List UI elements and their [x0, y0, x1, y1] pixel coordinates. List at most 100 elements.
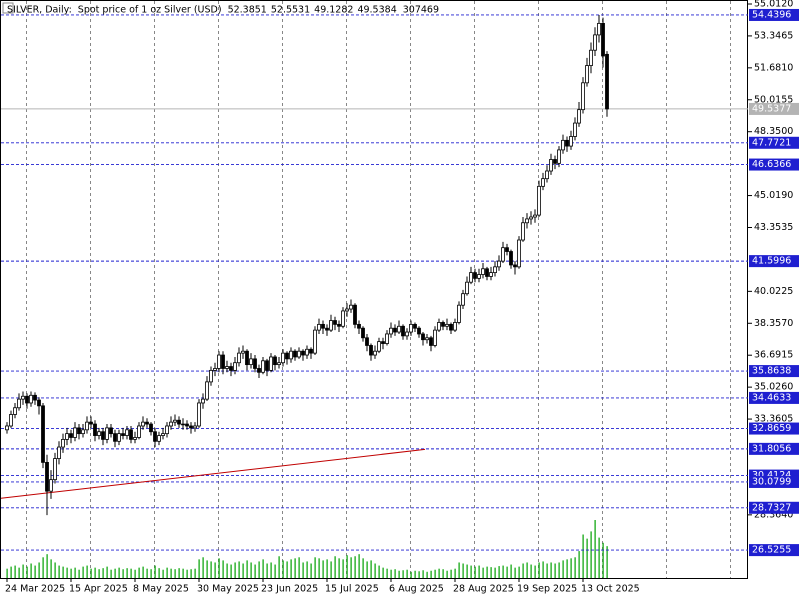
candle-body	[285, 352, 289, 360]
candle-body	[49, 479, 53, 492]
candle-body	[213, 368, 217, 371]
candle-body	[117, 433, 121, 442]
candle-body	[289, 350, 293, 360]
candle-body	[137, 425, 141, 438]
candle-body	[493, 266, 497, 274]
candle-body	[405, 331, 409, 337]
candle-body	[93, 423, 97, 436]
volume-bar	[234, 562, 236, 578]
volume-bar	[538, 562, 540, 578]
candle-body	[17, 398, 21, 409]
volume-bar	[34, 565, 36, 578]
candle-body	[529, 216, 533, 220]
volume-bar	[126, 568, 128, 578]
candle-body	[549, 159, 553, 172]
candle-body	[353, 304, 357, 325]
candle-body	[245, 350, 249, 366]
plot-frame	[0, 0, 748, 579]
volume-bar	[182, 568, 184, 578]
y-tick-label: 50.0155	[754, 94, 793, 105]
volume-bar	[306, 561, 308, 578]
volume-bar	[58, 565, 60, 578]
candle-body	[261, 360, 265, 373]
candle-body	[381, 341, 385, 344]
volume-bar	[398, 570, 400, 578]
candle-body	[293, 350, 297, 358]
volume-bar	[402, 570, 404, 578]
candle-body	[177, 419, 181, 425]
volume-bar	[482, 567, 484, 578]
volume-bar	[390, 569, 392, 578]
volume-bar	[350, 557, 352, 578]
y-tick-label: 45.0190	[754, 190, 793, 201]
volume-bar	[494, 567, 496, 578]
candle-body	[325, 327, 329, 331]
volume-bar	[146, 568, 148, 578]
candle-body	[589, 49, 593, 66]
x-tick-label: 15 Apr 2025	[69, 584, 128, 595]
candle-body	[209, 369, 213, 383]
candle-body	[401, 325, 405, 337]
level-label: 47.7721	[752, 137, 791, 148]
y-tick-label: 48.3500	[754, 126, 793, 137]
volume-bar	[362, 558, 364, 578]
candle-body	[409, 323, 413, 333]
bid-label: 49.5377	[752, 103, 791, 114]
candle-body	[441, 322, 445, 327]
candle-body	[521, 222, 525, 241]
volume-bar	[130, 568, 132, 578]
candle-body	[65, 433, 69, 440]
candle-body	[225, 366, 229, 369]
candle-body	[509, 251, 513, 266]
volume-bar	[430, 570, 432, 578]
candle-body	[153, 431, 157, 442]
volume-bar	[454, 568, 456, 578]
candle-body	[97, 431, 101, 436]
candle-body	[433, 329, 437, 346]
candle-body	[413, 323, 417, 329]
volume-bar	[142, 566, 144, 578]
candle-body	[13, 407, 17, 415]
candle-body	[473, 272, 477, 279]
x-tick-label: 28 Aug 2025	[453, 584, 514, 595]
volume-bar	[134, 569, 136, 578]
volume-bar	[418, 571, 420, 578]
volume-bar	[98, 569, 100, 578]
volume-bar	[510, 564, 512, 578]
volume-bar	[162, 569, 164, 578]
candle-body	[53, 458, 57, 481]
candle-body	[197, 402, 201, 427]
volume-bar	[150, 569, 152, 578]
candle-body	[605, 53, 609, 110]
candle-body	[33, 394, 37, 401]
candle-body	[357, 323, 361, 329]
volume-bar	[602, 542, 604, 578]
volume-bar	[266, 563, 268, 578]
volume-bar	[54, 562, 56, 578]
candle-body	[185, 423, 189, 427]
y-tick-label: 38.3570	[754, 318, 793, 329]
volume-bar	[18, 567, 20, 578]
volume-bar	[446, 570, 448, 578]
candle-body	[273, 356, 277, 366]
x-tick-label: 23 Jun 2025	[261, 584, 318, 595]
candle-body	[221, 354, 225, 369]
candle-body	[369, 345, 373, 356]
volume-bar	[358, 554, 360, 578]
candle-body	[333, 320, 337, 325]
volume-bar	[314, 557, 316, 578]
volume-bar	[238, 561, 240, 578]
candle-body	[61, 438, 65, 448]
candle-body	[277, 362, 281, 366]
volume-bar	[250, 562, 252, 578]
candle-body	[425, 337, 429, 341]
candle-body	[377, 341, 381, 352]
candle-body	[469, 272, 473, 283]
volume-bar	[546, 563, 548, 578]
level-label: 54.4396	[752, 9, 791, 20]
level-label-box	[749, 442, 799, 455]
level-label: 28.7327	[752, 502, 791, 513]
candle-body	[77, 427, 81, 435]
volume-bar	[470, 565, 472, 578]
